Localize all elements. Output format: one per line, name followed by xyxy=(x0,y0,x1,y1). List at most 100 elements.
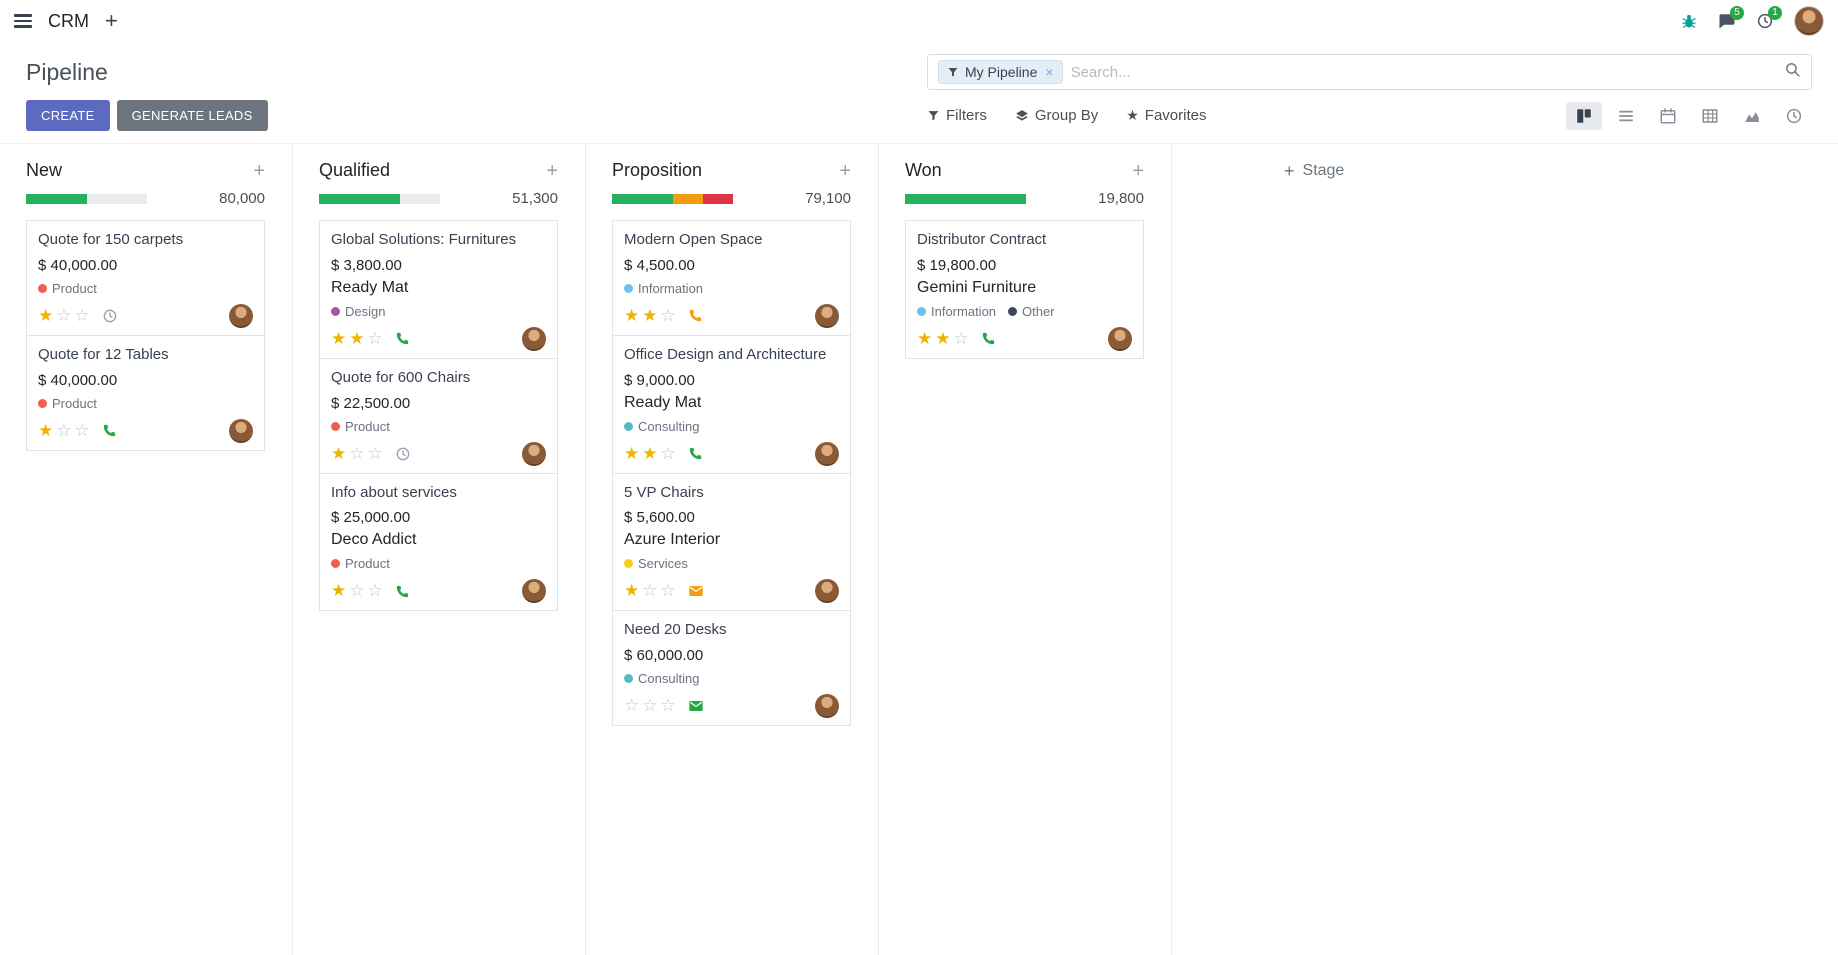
kanban-card[interactable]: 5 VP Chairs $ 5,600.00 Azure Interior Se… xyxy=(612,472,851,612)
create-button[interactable]: CREATE xyxy=(26,100,110,131)
phone-icon[interactable] xyxy=(102,423,117,438)
kanban-card[interactable]: Distributor Contract $ 19,800.00 Gemini … xyxy=(905,220,1144,359)
phone-icon[interactable] xyxy=(688,446,703,461)
progress-segment[interactable] xyxy=(672,193,703,204)
priority-stars[interactable]: ★ ★ ☆ xyxy=(624,443,677,463)
priority-stars[interactable]: ★ ☆ ☆ xyxy=(38,420,91,440)
column-title[interactable]: Proposition xyxy=(612,160,703,180)
card-title: Quote for 150 carpets xyxy=(38,231,184,248)
facet-remove-icon[interactable]: × xyxy=(1045,64,1054,80)
tag-dot xyxy=(331,421,340,431)
list-icon xyxy=(1619,110,1633,121)
card-title: 5 VP Chairs xyxy=(624,483,704,501)
avatar[interactable] xyxy=(815,694,839,718)
group-by-menu[interactable]: Group By xyxy=(1015,107,1098,124)
view-graph-button[interactable] xyxy=(1734,102,1770,130)
progress-segment[interactable] xyxy=(905,193,1026,204)
search-bar[interactable]: My Pipeline × xyxy=(927,54,1812,90)
progress-segment[interactable] xyxy=(612,193,673,204)
clock-icon[interactable] xyxy=(102,308,118,324)
view-activity-button[interactable] xyxy=(1776,102,1812,130)
avatar[interactable] xyxy=(522,441,546,466)
apps-menu-icon[interactable] xyxy=(14,11,32,31)
tag-dot xyxy=(38,283,47,293)
tag-dot xyxy=(1008,306,1018,316)
generate-leads-button[interactable]: GENERATE LEADS xyxy=(116,100,268,131)
phone-icon[interactable] xyxy=(688,308,703,323)
stage-area: + Stage xyxy=(1172,144,1838,955)
view-kanban-button[interactable] xyxy=(1566,101,1602,130)
column-title[interactable]: New xyxy=(26,160,63,180)
priority-stars[interactable]: ★ ☆ ☆ xyxy=(624,581,677,601)
kanban-card[interactable]: Global Solutions: Furnitures $ 3,800.00 … xyxy=(319,220,558,359)
kanban-card[interactable]: Quote for 150 carpets $ 40,000.00 Produc… xyxy=(26,220,265,336)
layers-icon xyxy=(1016,109,1028,121)
avatar[interactable] xyxy=(1108,326,1132,351)
kanban-card[interactable]: Info about services $ 25,000.00 Deco Add… xyxy=(319,472,558,612)
card-amount: $ 9,000.00 xyxy=(624,371,695,389)
kanban-card[interactable]: Modern Open Space $ 4,500.00 Information… xyxy=(612,220,851,336)
avatar[interactable] xyxy=(815,303,839,328)
priority-stars[interactable]: ★ ☆ ☆ xyxy=(331,443,384,463)
user-avatar[interactable] xyxy=(1794,6,1824,36)
column-title[interactable]: Won xyxy=(905,160,942,180)
priority-stars[interactable]: ☆ ☆ ☆ xyxy=(624,696,677,715)
card-amount: $ 19,800.00 xyxy=(917,256,997,274)
debug-bug-icon[interactable] xyxy=(1680,12,1698,30)
priority-stars[interactable]: ★ ☆ ☆ xyxy=(38,305,91,325)
view-list-button[interactable] xyxy=(1608,102,1644,130)
clock-icon[interactable] xyxy=(395,446,411,462)
view-pivot-button[interactable] xyxy=(1692,102,1728,130)
avatar[interactable] xyxy=(229,418,253,443)
progress-segment[interactable] xyxy=(702,193,733,204)
column-progressbar[interactable] xyxy=(612,193,733,204)
kanban-card[interactable]: Office Design and Architecture $ 9,000.0… xyxy=(612,334,851,474)
page-title: Pipeline xyxy=(26,58,108,85)
priority-stars[interactable]: ★ ★ ☆ xyxy=(917,328,970,348)
phone-icon[interactable] xyxy=(395,331,410,346)
activities-clock-icon[interactable]: 1 xyxy=(1756,6,1782,30)
quick-create-icon[interactable]: + xyxy=(253,159,265,182)
avatar[interactable] xyxy=(522,326,546,351)
envelope-icon[interactable] xyxy=(688,583,704,599)
envelope-icon[interactable] xyxy=(688,698,704,714)
column-progressbar[interactable] xyxy=(26,193,147,204)
quick-create-icon[interactable]: + xyxy=(546,159,558,182)
avatar[interactable] xyxy=(815,579,839,604)
quick-create-icon[interactable]: + xyxy=(839,159,851,182)
app-name[interactable]: CRM xyxy=(48,10,89,31)
priority-stars[interactable]: ★ ★ ☆ xyxy=(624,305,677,325)
card-tag: Product xyxy=(38,396,97,411)
search-icon[interactable] xyxy=(1784,61,1801,83)
progress-segment[interactable] xyxy=(26,193,87,204)
avatar[interactable] xyxy=(522,579,546,604)
avatar[interactable] xyxy=(229,303,253,328)
add-stage-button[interactable]: + Stage xyxy=(1284,161,1345,181)
plus-icon[interactable]: + xyxy=(105,8,118,33)
card-tag: Consulting xyxy=(624,671,699,686)
column-progressbar[interactable] xyxy=(319,193,440,204)
phone-icon[interactable] xyxy=(395,584,410,599)
view-switcher xyxy=(1566,101,1812,130)
search-input[interactable] xyxy=(1070,63,1776,81)
avatar[interactable] xyxy=(815,441,839,466)
favorites-menu[interactable]: ★ Favorites xyxy=(1126,107,1207,124)
filters-menu[interactable]: Filters xyxy=(927,107,987,124)
progress-segment[interactable] xyxy=(319,193,400,204)
view-calendar-button[interactable] xyxy=(1650,102,1686,130)
phone-icon[interactable] xyxy=(981,331,996,346)
quick-create-icon[interactable]: + xyxy=(1132,159,1144,182)
kanban-card[interactable]: Quote for 600 Chairs $ 22,500.00 Product… xyxy=(319,357,558,474)
card-amount: $ 60,000.00 xyxy=(624,647,704,664)
card-amount: $ 22,500.00 xyxy=(331,394,411,412)
kanban-card[interactable]: Quote for 12 Tables $ 40,000.00 Product … xyxy=(26,334,265,451)
priority-stars[interactable]: ★ ☆ ☆ xyxy=(331,581,384,601)
kanban-card[interactable]: Need 20 Desks $ 60,000.00 Consulting ☆ ☆ ☆ xyxy=(612,610,851,726)
tag-label: Other xyxy=(1022,303,1055,319)
priority-stars[interactable]: ★ ★ ☆ xyxy=(331,328,384,348)
messages-badge: 5 xyxy=(1730,6,1744,20)
messages-icon[interactable]: 5 xyxy=(1718,6,1744,30)
search-facet[interactable]: My Pipeline × xyxy=(938,60,1063,84)
column-progressbar[interactable] xyxy=(905,193,1026,204)
column-title[interactable]: Qualified xyxy=(319,160,391,180)
